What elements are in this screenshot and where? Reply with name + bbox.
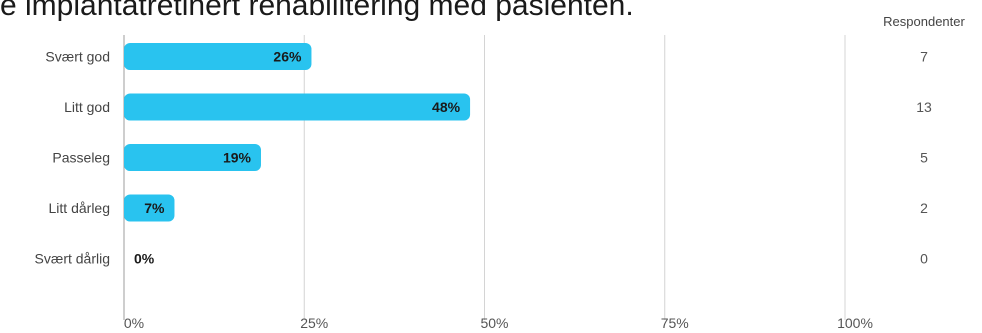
respondent-count: 0 xyxy=(920,251,928,267)
respondent-count: 13 xyxy=(916,99,932,115)
bar xyxy=(124,93,471,121)
respondents-header: Respondenter xyxy=(883,14,965,29)
bar xyxy=(124,43,312,70)
category-label: Litt dårleg xyxy=(49,200,110,216)
x-tick-label: 50% xyxy=(480,315,508,331)
x-tick-label: 0% xyxy=(124,315,144,331)
category-label: Svært god xyxy=(45,49,110,65)
bar-value-label: 7% xyxy=(144,200,165,216)
respondent-count: 2 xyxy=(920,200,928,216)
chart-title: e implantatretinert rehabilitering med p… xyxy=(0,0,634,22)
respondent-count: 7 xyxy=(920,49,928,65)
x-tick-label: 100% xyxy=(837,315,873,331)
respondent-count: 5 xyxy=(920,150,928,166)
bar-value-label: 48% xyxy=(432,99,461,115)
bar xyxy=(124,194,175,222)
x-tick-label: 25% xyxy=(300,315,328,331)
category-label: Litt god xyxy=(64,99,110,115)
bar-value-label: 19% xyxy=(223,150,252,166)
bar-value-label: 0% xyxy=(134,251,155,267)
bar-value-label: 26% xyxy=(273,49,302,65)
x-tick-label: 75% xyxy=(661,315,689,331)
bar xyxy=(124,144,261,171)
category-label: Svært dårlig xyxy=(35,251,110,267)
category-label: Passeleg xyxy=(52,150,110,166)
